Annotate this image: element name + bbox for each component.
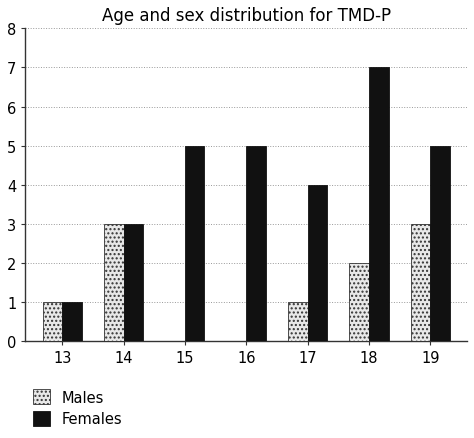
- Bar: [104, 225, 124, 342]
- Legend: Males, Females: Males, Females: [33, 389, 122, 426]
- Bar: [124, 225, 143, 342]
- Title: Age and sex distribution for TMD-P: Age and sex distribution for TMD-P: [101, 7, 391, 25]
- Bar: [349, 264, 369, 342]
- Bar: [43, 303, 62, 342]
- Bar: [62, 303, 82, 342]
- Bar: [410, 225, 430, 342]
- Bar: [185, 146, 204, 342]
- Bar: [430, 146, 450, 342]
- Bar: [246, 146, 266, 342]
- Bar: [369, 68, 389, 342]
- Bar: [288, 303, 308, 342]
- Bar: [308, 185, 327, 342]
